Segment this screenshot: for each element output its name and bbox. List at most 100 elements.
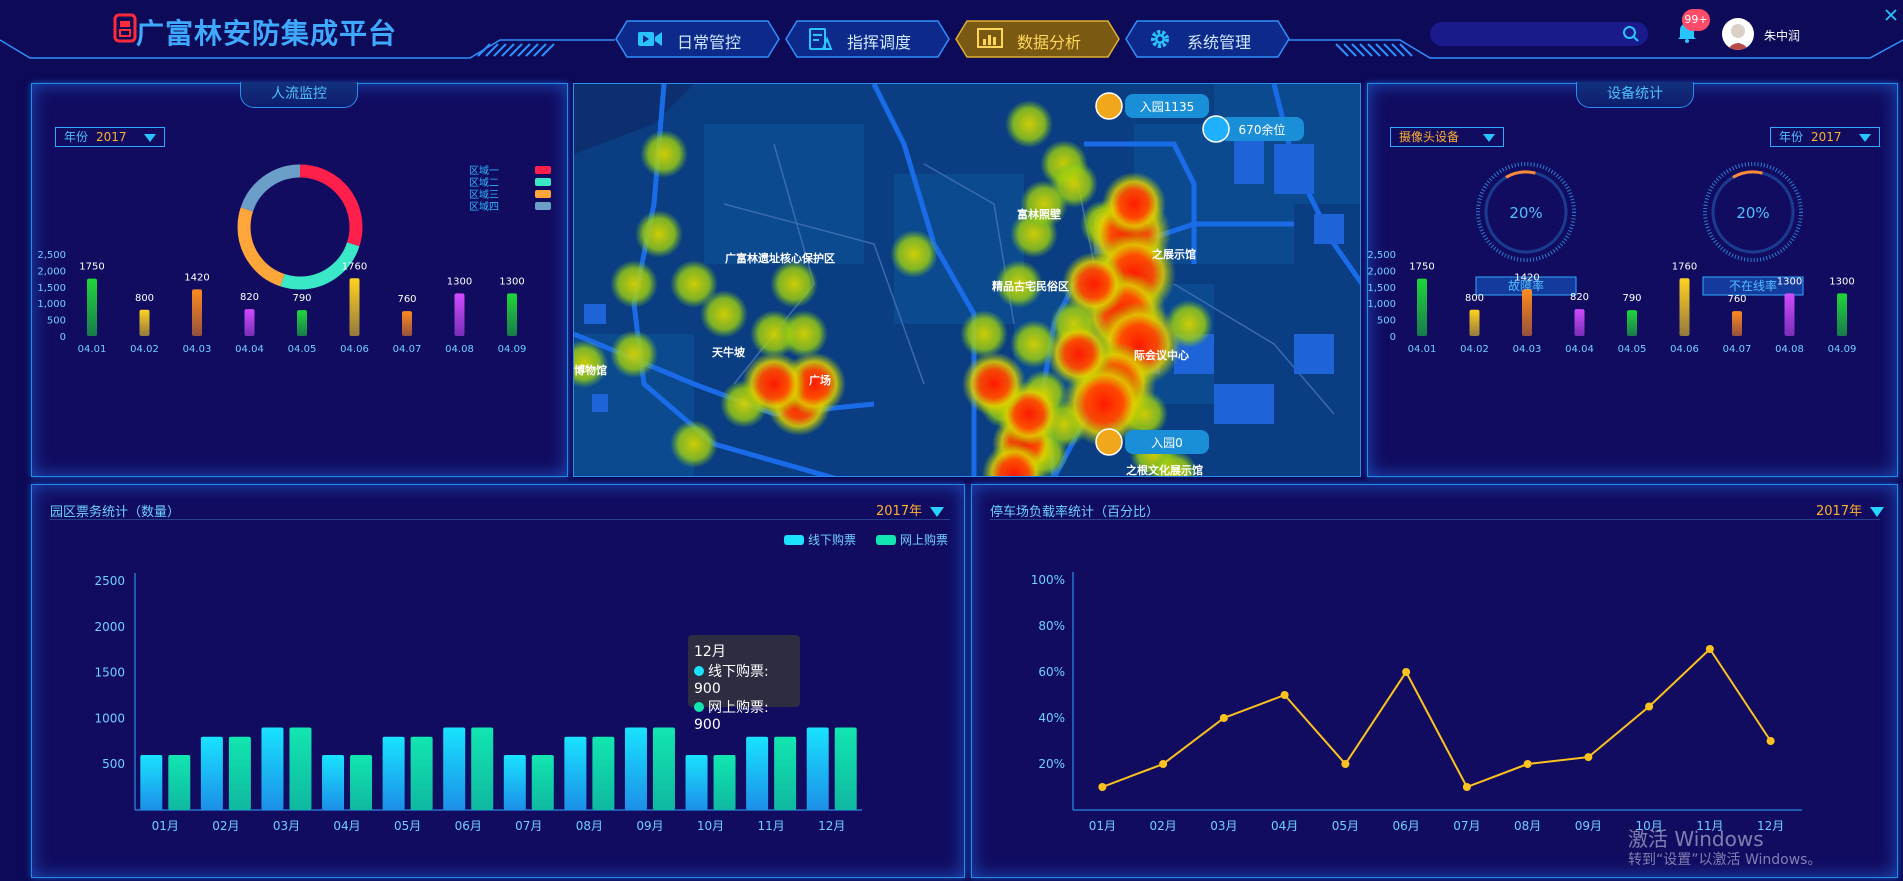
map-building xyxy=(1274,144,1314,194)
y-tick-label: 0 xyxy=(1390,332,1396,343)
x-tick-label: 07月 xyxy=(515,819,542,833)
bar xyxy=(140,755,163,810)
x-tick-label: 08月 xyxy=(576,819,603,833)
nav-tab-label: 数据分析 xyxy=(1017,33,1082,52)
series-line xyxy=(1102,647,1772,789)
y-tick-label: 2,500 xyxy=(37,250,66,261)
gauge-ticks xyxy=(1703,162,1803,262)
legend-swatch xyxy=(784,535,804,545)
donut-slice xyxy=(237,164,363,290)
chevron-down-icon xyxy=(1859,134,1871,142)
parking-icon xyxy=(1202,115,1230,143)
data-label: 800 xyxy=(1465,293,1484,304)
map-building xyxy=(584,304,606,324)
x-tick-label: 04.05 xyxy=(1618,344,1647,355)
y-tick-label: 2,500 xyxy=(1368,250,1396,261)
map-badge-box xyxy=(1125,430,1209,454)
heat-spot xyxy=(780,310,828,358)
map-path xyxy=(723,203,925,385)
park-heatmap[interactable]: 广富林遗址核心保护区 天牛坡 富林照壁 精品古宅民俗区 之展示馆 际会议中心 博物馆 广场 之根… xyxy=(573,83,1361,477)
bar xyxy=(228,736,251,810)
header: 广富林安防集成平台 日常管控 指挥调度 数据分析 系统管理 99+ 朱中润 xyxy=(0,0,1903,78)
bar xyxy=(503,755,526,810)
nav-tab-daily-control[interactable]: 日常管控 xyxy=(615,20,780,58)
year-select[interactable]: 年份 2017 xyxy=(55,127,165,147)
data-point xyxy=(1523,760,1532,768)
data-point xyxy=(1280,691,1289,699)
data-label: 820 xyxy=(1570,292,1589,303)
bar xyxy=(261,727,284,810)
legend-swatch xyxy=(535,190,551,198)
map-label: 之根文化展示馆 xyxy=(1126,463,1203,477)
ticket-year-select[interactable]: 2017年 xyxy=(876,500,945,519)
x-tick-label: 04.09 xyxy=(498,344,527,355)
bar xyxy=(1837,293,1847,336)
legend-label: 区域一 xyxy=(469,164,499,177)
year-select[interactable]: 年份 2017 xyxy=(1770,127,1880,147)
heat-spot xyxy=(1150,450,1198,476)
gauge-ticks xyxy=(1476,162,1576,262)
username[interactable]: 朱中润 xyxy=(1764,29,1801,43)
avatar[interactable] xyxy=(1722,18,1754,50)
x-tick-label: 03月 xyxy=(273,819,300,833)
search-input[interactable] xyxy=(1430,22,1648,46)
data-point xyxy=(1766,737,1775,745)
map-building xyxy=(1294,334,1334,374)
data-label: 1300 xyxy=(499,276,524,287)
bar xyxy=(624,727,647,810)
map-label: 之展示馆 xyxy=(1152,247,1196,261)
nav-tab-command-dispatch[interactable]: 指挥调度 xyxy=(785,20,950,58)
y-tick-label: 40% xyxy=(1038,711,1065,725)
nav-tab-label: 日常管控 xyxy=(677,33,742,52)
x-tick-label: 10月 xyxy=(697,819,724,833)
bar xyxy=(1627,310,1637,336)
nav-tab-system-management[interactable]: 系统管理 xyxy=(1125,20,1290,58)
tooltip-title: 12月 xyxy=(694,644,726,660)
data-label: 800 xyxy=(135,293,154,304)
data-label: 760 xyxy=(1727,294,1746,305)
x-tick-label: 04.03 xyxy=(183,344,212,355)
data-label: 1420 xyxy=(1514,272,1539,283)
y-tick-label: 500 xyxy=(1377,316,1396,327)
gauge-label: 故障率 xyxy=(1508,278,1544,293)
legend-label: 网上购票 xyxy=(900,532,948,547)
data-label: 1760 xyxy=(1672,261,1697,272)
heat-spot xyxy=(890,230,938,278)
chevron-down-icon xyxy=(1483,134,1495,142)
y-tick-label: 500 xyxy=(47,316,66,327)
bar xyxy=(350,755,373,810)
heat-spot xyxy=(995,260,1043,308)
bar xyxy=(592,736,615,810)
ticket-stats-panel: 园区票务统计（数量） 2017年 500 1000 1500 2000 2500 01月 0… xyxy=(31,484,965,878)
data-label: 790 xyxy=(1622,293,1641,304)
y-tick-label: 20% xyxy=(1038,757,1065,771)
nav-tab-data-analysis[interactable]: 数据分析 xyxy=(955,20,1120,58)
bar xyxy=(1522,289,1532,336)
map-building xyxy=(1314,214,1344,244)
x-tick-label: 11月 xyxy=(757,819,784,833)
data-point xyxy=(1098,783,1107,791)
x-tick-label: 04.04 xyxy=(235,344,264,355)
heat-spot xyxy=(574,340,608,388)
bar xyxy=(139,309,150,336)
data-point xyxy=(1462,783,1471,791)
y-tick-label: 60% xyxy=(1038,665,1065,679)
close-icon[interactable] xyxy=(1884,8,1898,22)
map-badge-text: 入园1135 xyxy=(1140,100,1195,114)
bar xyxy=(1732,311,1742,336)
map-label: 精品古宅民俗区 xyxy=(992,279,1069,293)
search-icon[interactable] xyxy=(1622,25,1640,43)
parking-year-select[interactable]: 2017年 xyxy=(1816,500,1885,519)
data-label: 760 xyxy=(397,294,416,305)
bar xyxy=(471,727,494,810)
entrance-icon xyxy=(1095,428,1123,456)
x-tick-label: 04.07 xyxy=(1723,344,1752,355)
year-select-value: 2017 xyxy=(1811,130,1842,144)
ticket-chart: 500 1000 1500 2000 2500 01月 02月 03月 04月 05月 06月 07月… xyxy=(94,532,948,833)
device-type-select[interactable]: 摄像头设备 xyxy=(1390,127,1504,147)
tooltip-row: 线下购票: 900 xyxy=(694,664,769,697)
data-point xyxy=(1341,760,1350,768)
bar xyxy=(87,278,97,336)
divider xyxy=(990,519,1880,520)
